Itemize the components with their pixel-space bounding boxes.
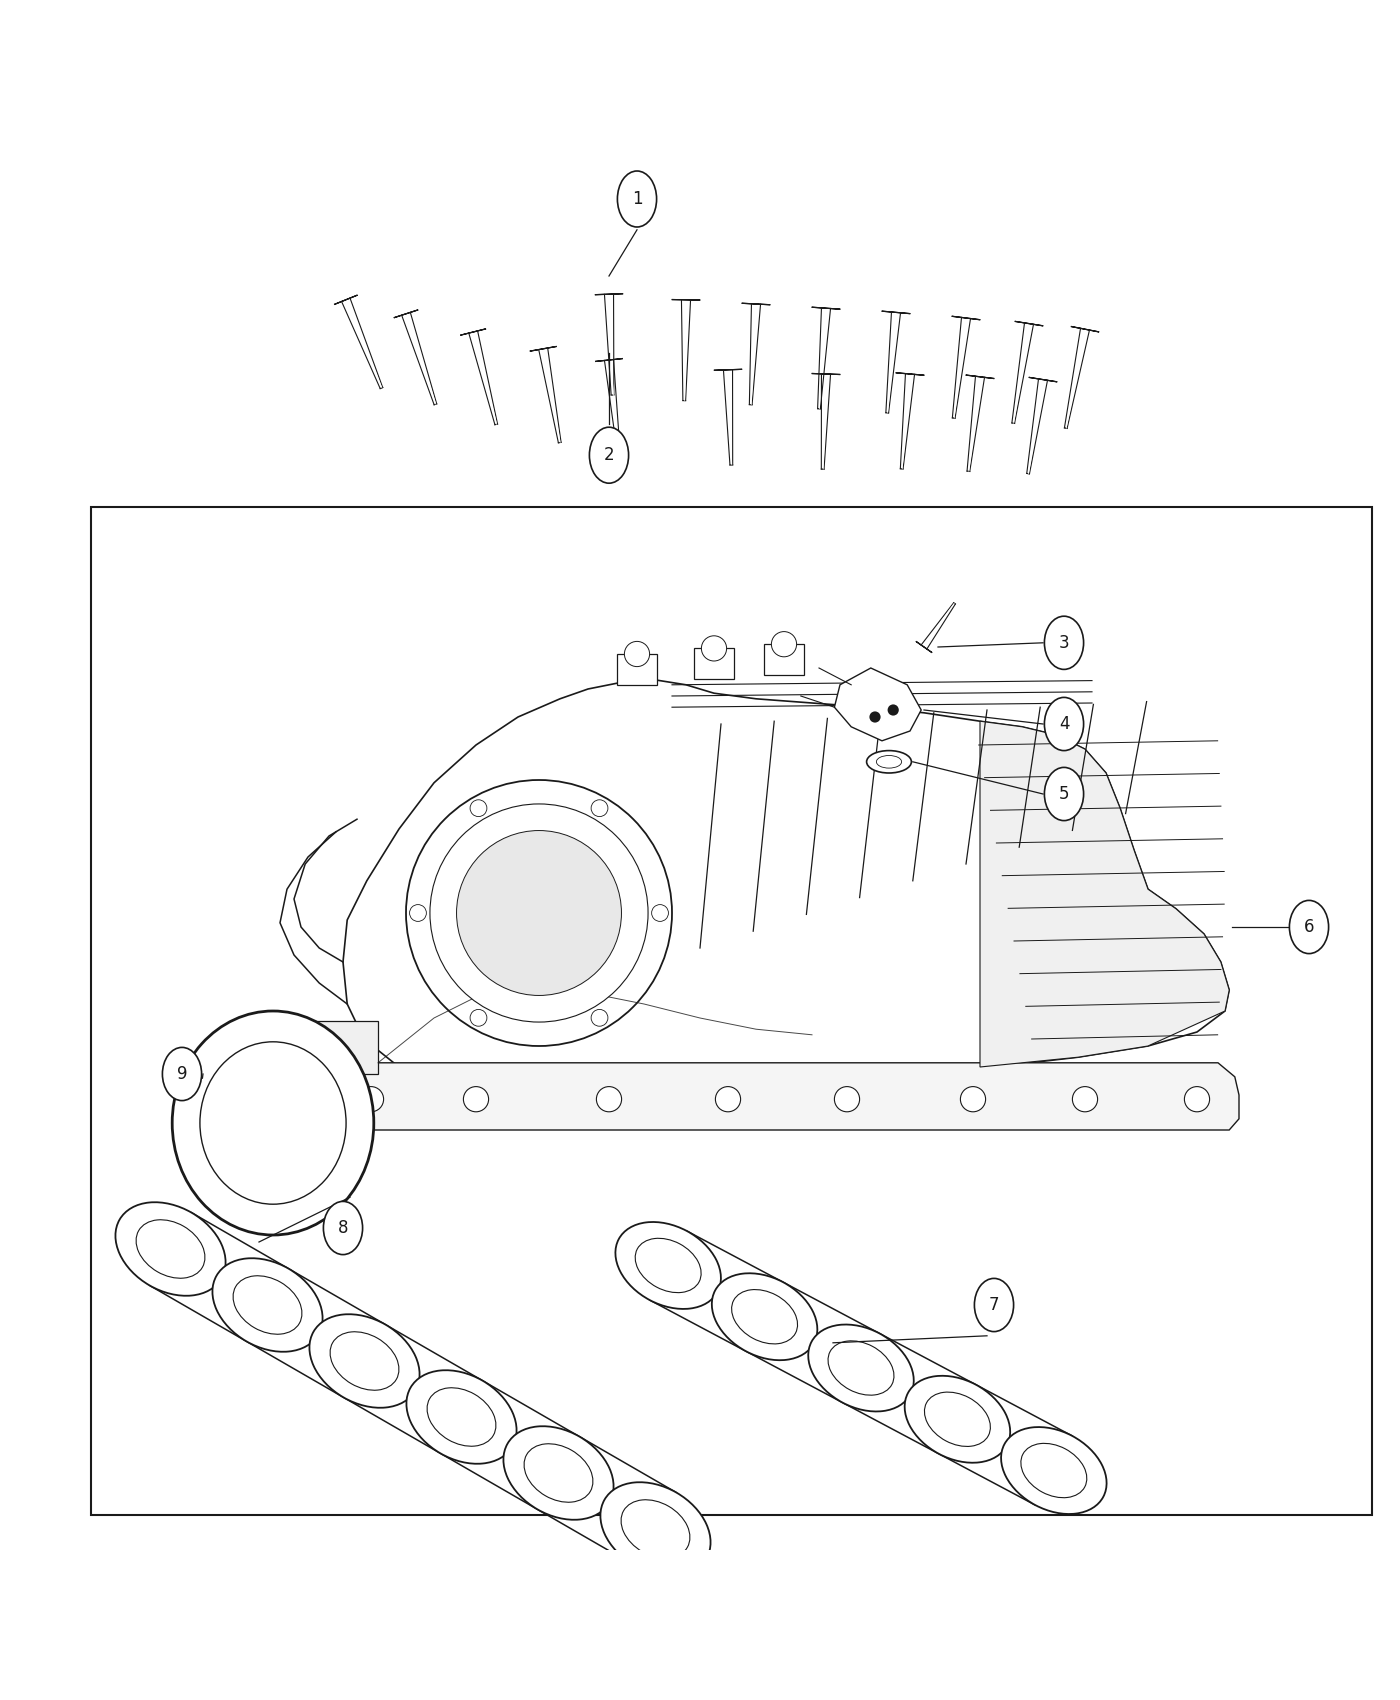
Ellipse shape — [1044, 697, 1084, 751]
Polygon shape — [343, 680, 1229, 1088]
Circle shape — [596, 1086, 622, 1112]
Polygon shape — [882, 311, 910, 314]
Ellipse shape — [1289, 901, 1329, 954]
Circle shape — [430, 804, 648, 1022]
Circle shape — [456, 831, 622, 996]
Polygon shape — [916, 641, 932, 653]
Ellipse shape — [136, 1221, 204, 1278]
Polygon shape — [896, 372, 924, 376]
Polygon shape — [335, 296, 357, 304]
Circle shape — [701, 636, 727, 661]
Polygon shape — [1015, 321, 1043, 326]
Polygon shape — [812, 308, 840, 309]
Ellipse shape — [636, 1238, 701, 1292]
Ellipse shape — [732, 1290, 798, 1345]
Ellipse shape — [115, 1202, 225, 1295]
FancyBboxPatch shape — [764, 644, 804, 675]
Circle shape — [624, 641, 650, 666]
Ellipse shape — [601, 1482, 711, 1576]
Polygon shape — [834, 668, 921, 741]
Ellipse shape — [711, 1273, 818, 1360]
Circle shape — [591, 799, 608, 816]
Circle shape — [470, 799, 487, 816]
Text: 4: 4 — [1058, 716, 1070, 733]
Text: 9: 9 — [176, 1064, 188, 1083]
Text: 2: 2 — [603, 445, 615, 464]
Ellipse shape — [200, 1042, 346, 1204]
Ellipse shape — [504, 1426, 613, 1520]
FancyBboxPatch shape — [305, 1020, 378, 1074]
Ellipse shape — [1021, 1443, 1086, 1498]
Circle shape — [771, 632, 797, 656]
Ellipse shape — [162, 1047, 202, 1100]
Ellipse shape — [924, 1392, 990, 1447]
Text: 3: 3 — [1058, 634, 1070, 651]
Circle shape — [651, 904, 668, 921]
Text: 1: 1 — [631, 190, 643, 207]
Text: 5: 5 — [1058, 785, 1070, 802]
Ellipse shape — [330, 1331, 399, 1391]
Text: 7: 7 — [988, 1295, 1000, 1314]
Text: 8: 8 — [337, 1219, 349, 1238]
Circle shape — [470, 1010, 487, 1027]
Bar — [91, 507, 1372, 1515]
Polygon shape — [952, 316, 980, 320]
Polygon shape — [529, 347, 557, 352]
Ellipse shape — [808, 1324, 914, 1411]
Circle shape — [834, 1086, 860, 1112]
Ellipse shape — [974, 1278, 1014, 1331]
Ellipse shape — [622, 1499, 690, 1559]
Ellipse shape — [876, 755, 902, 768]
Circle shape — [406, 780, 672, 1046]
Ellipse shape — [323, 1202, 363, 1255]
Ellipse shape — [406, 1370, 517, 1464]
Polygon shape — [595, 359, 623, 362]
Text: 6: 6 — [1303, 918, 1315, 937]
Ellipse shape — [427, 1387, 496, 1447]
Polygon shape — [980, 721, 1229, 1068]
Polygon shape — [305, 1062, 1239, 1130]
Circle shape — [1072, 1086, 1098, 1112]
Polygon shape — [1029, 377, 1057, 382]
Circle shape — [869, 711, 881, 722]
Circle shape — [715, 1086, 741, 1112]
Ellipse shape — [867, 751, 911, 774]
Ellipse shape — [827, 1341, 895, 1396]
Ellipse shape — [213, 1258, 322, 1352]
Polygon shape — [461, 328, 486, 335]
Circle shape — [888, 704, 899, 716]
Ellipse shape — [904, 1375, 1011, 1462]
Ellipse shape — [1044, 615, 1084, 670]
Circle shape — [463, 1086, 489, 1112]
Ellipse shape — [616, 1222, 721, 1309]
FancyBboxPatch shape — [694, 648, 734, 680]
Circle shape — [960, 1086, 986, 1112]
Polygon shape — [966, 376, 994, 379]
Circle shape — [410, 904, 427, 921]
Circle shape — [591, 1010, 608, 1027]
Ellipse shape — [617, 172, 657, 228]
Circle shape — [1184, 1086, 1210, 1112]
Ellipse shape — [232, 1275, 302, 1334]
Ellipse shape — [172, 1012, 374, 1234]
Ellipse shape — [1001, 1426, 1106, 1515]
Polygon shape — [1071, 326, 1099, 332]
Ellipse shape — [309, 1314, 420, 1408]
FancyBboxPatch shape — [617, 654, 657, 685]
Circle shape — [358, 1086, 384, 1112]
Ellipse shape — [524, 1443, 594, 1503]
Polygon shape — [393, 309, 419, 318]
Ellipse shape — [1044, 767, 1084, 821]
Ellipse shape — [589, 427, 629, 483]
